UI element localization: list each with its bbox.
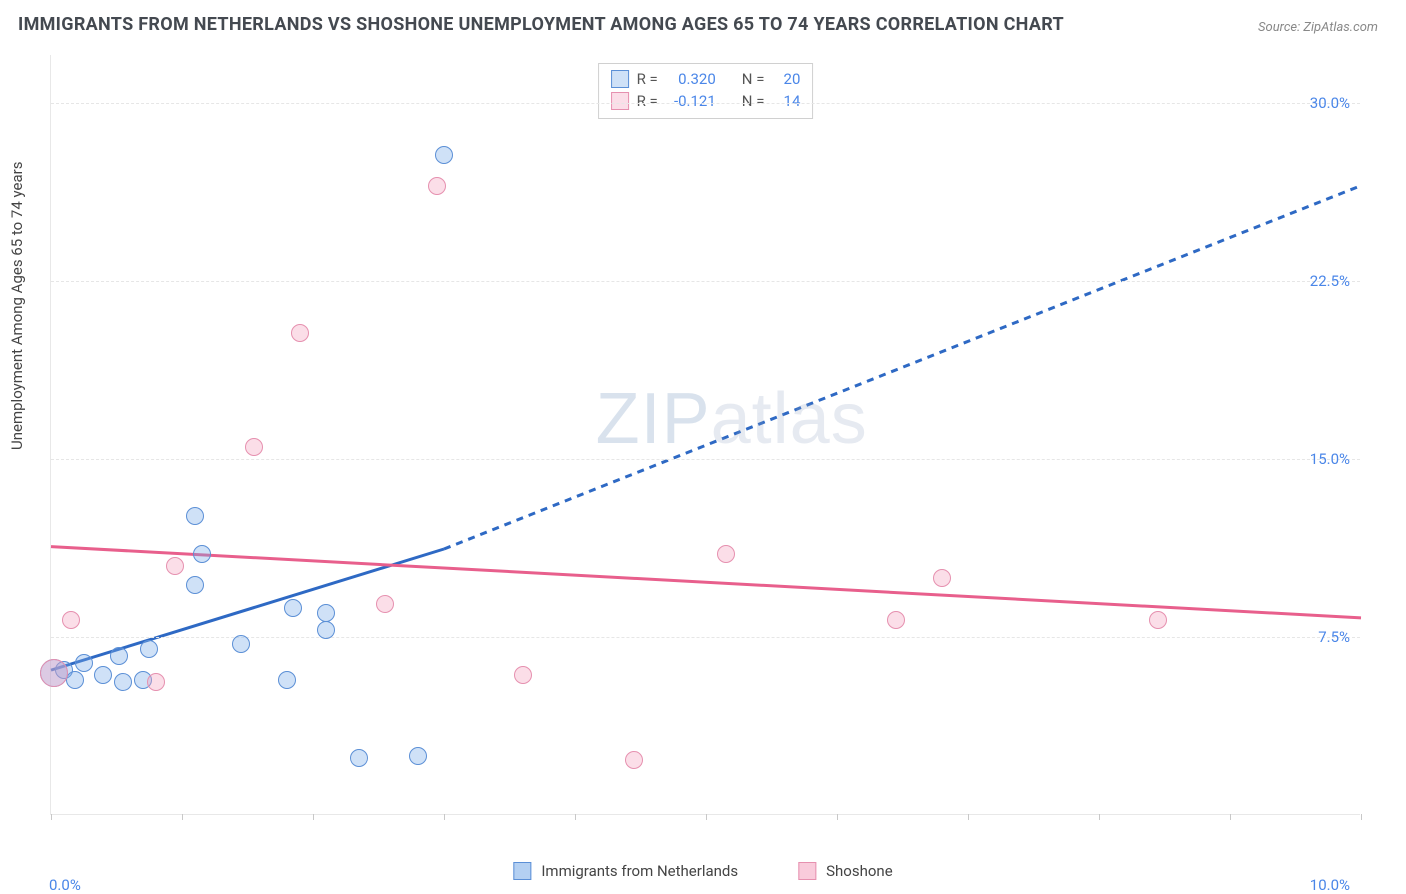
gridline [51,281,1360,282]
data-point [717,545,735,563]
data-point [232,635,250,653]
data-point [193,545,211,563]
gridline [51,103,1360,104]
stat-n-label: N = [742,68,765,90]
data-point [140,640,158,658]
data-point [245,438,263,456]
data-point [1149,611,1167,629]
data-point [40,659,68,687]
source-attribution: Source: ZipAtlas.com [1258,20,1378,35]
data-point [166,557,184,575]
legend-label: Shoshone [826,862,893,880]
trend-line [51,547,1361,618]
x-tick [313,814,314,820]
data-point [514,666,532,684]
data-point [62,611,80,629]
y-tick-label: 7.5% [1318,628,1350,646]
legend-swatch [798,862,816,880]
data-point [933,569,951,587]
y-tick-label: 22.5% [1310,272,1350,290]
data-point [110,647,128,665]
x-tick [575,814,576,820]
y-tick-label: 15.0% [1310,450,1350,468]
legend-item: Shoshone [798,862,893,880]
data-point [435,146,453,164]
stats-row: R = -0.121 N = 14 [611,90,801,112]
legend-item: Immigrants from Netherlands [513,862,738,880]
trend-line [444,186,1361,549]
legend-swatch [513,862,531,880]
data-point [887,611,905,629]
data-point [186,507,204,525]
data-point [278,671,296,689]
data-point [625,751,643,769]
series-swatch [611,92,629,110]
stat-r-value: 0.320 [666,68,716,90]
data-point [66,671,84,689]
x-tick [968,814,969,820]
watermark-bold: ZIP [596,379,711,459]
data-point [94,666,112,684]
x-tick [51,814,52,820]
data-point [75,654,93,672]
stat-r-label: R = [637,90,658,112]
x-tick [706,814,707,820]
gridline [51,459,1360,460]
data-point [317,621,335,639]
y-tick-label: 30.0% [1310,94,1350,112]
data-point [350,749,368,767]
series-swatch [611,70,629,88]
data-point [317,604,335,622]
stats-row: R = 0.320 N = 20 [611,68,801,90]
stat-n-value: 20 [772,68,800,90]
stat-r-label: R = [637,68,658,90]
data-point [291,324,309,342]
x-tick [1361,814,1362,820]
data-point [409,747,427,765]
x-axis-min-label: 0.0% [49,876,81,894]
data-point [428,177,446,195]
watermark-thin: atlas [711,379,868,459]
x-tick [1099,814,1100,820]
data-point [114,673,132,691]
data-point [186,576,204,594]
data-point [284,599,302,617]
y-axis-label: Unemployment Among Ages 65 to 74 years [8,162,26,450]
data-point [147,673,165,691]
chart-title: IMMIGRANTS FROM NETHERLANDS VS SHOSHONE … [18,14,1064,35]
stat-n-label: N = [742,90,765,112]
data-point [376,595,394,613]
stat-r-value: -0.121 [666,90,716,112]
x-tick [837,814,838,820]
x-tick [444,814,445,820]
legend-label: Immigrants from Netherlands [541,862,738,880]
x-tick [1230,814,1231,820]
watermark: ZIPatlas [596,378,868,460]
x-axis-max-label: 10.0% [1310,876,1350,894]
x-tick [182,814,183,820]
correlation-stats-box: R = 0.320 N = 20 R = -0.121 N = 14 [598,63,814,119]
legend: Immigrants from Netherlands Shoshone [513,862,892,880]
scatter-plot-area: ZIPatlas R =0.320N =20R =-0.121N =14 0.0… [50,55,1360,815]
trend-lines-layer [51,55,1360,814]
stat-n-value: 14 [772,90,800,112]
